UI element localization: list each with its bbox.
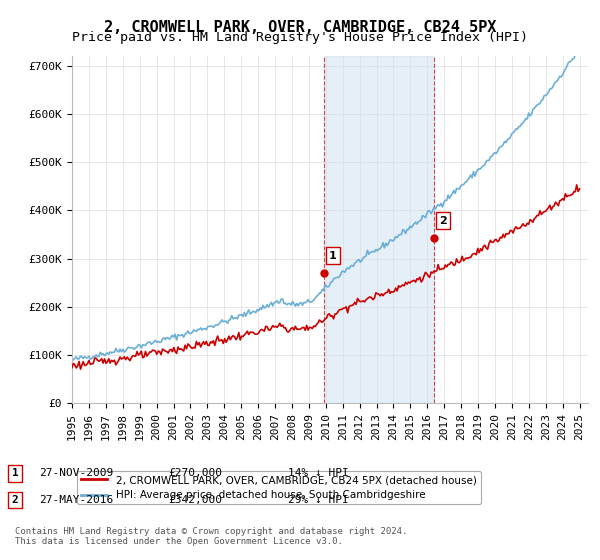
Text: 1: 1	[11, 468, 19, 478]
Text: 2, CROMWELL PARK, OVER, CAMBRIDGE, CB24 5PX: 2, CROMWELL PARK, OVER, CAMBRIDGE, CB24 …	[104, 20, 496, 35]
Text: 2: 2	[439, 216, 447, 226]
Text: 1: 1	[329, 250, 337, 260]
Text: Price paid vs. HM Land Registry's House Price Index (HPI): Price paid vs. HM Land Registry's House …	[72, 31, 528, 44]
Text: 14% ↓ HPI: 14% ↓ HPI	[288, 468, 349, 478]
Text: £342,000: £342,000	[168, 495, 222, 505]
Text: £270,000: £270,000	[168, 468, 222, 478]
Text: 2: 2	[11, 495, 19, 505]
Bar	[324, 56, 434, 403]
Text: Contains HM Land Registry data © Crown copyright and database right 2024.
This d: Contains HM Land Registry data © Crown c…	[15, 526, 407, 546]
Legend: 2, CROMWELL PARK, OVER, CAMBRIDGE, CB24 5PX (detached house), HPI: Average price: 2, CROMWELL PARK, OVER, CAMBRIDGE, CB24 …	[77, 471, 481, 505]
Text: 27-MAY-2016: 27-MAY-2016	[39, 495, 113, 505]
Text: 29% ↓ HPI: 29% ↓ HPI	[288, 495, 349, 505]
Text: 27-NOV-2009: 27-NOV-2009	[39, 468, 113, 478]
